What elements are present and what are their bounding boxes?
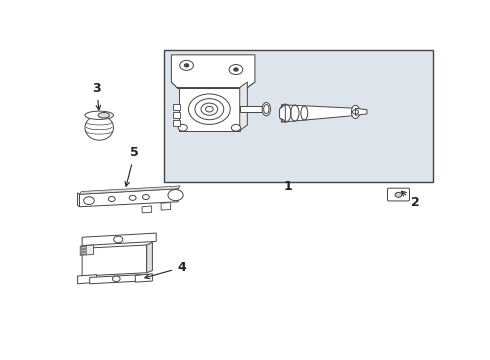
Circle shape bbox=[143, 194, 149, 199]
Bar bbox=[172, 120, 180, 126]
Text: 2: 2 bbox=[401, 191, 419, 209]
Bar bbox=[172, 112, 180, 118]
Polygon shape bbox=[356, 108, 367, 115]
Circle shape bbox=[168, 190, 183, 201]
Polygon shape bbox=[179, 87, 240, 131]
Circle shape bbox=[184, 64, 189, 67]
Polygon shape bbox=[240, 82, 247, 131]
Polygon shape bbox=[77, 275, 97, 284]
Polygon shape bbox=[240, 105, 267, 112]
Circle shape bbox=[129, 195, 136, 201]
Polygon shape bbox=[90, 275, 141, 284]
Ellipse shape bbox=[98, 112, 109, 118]
Circle shape bbox=[229, 64, 243, 75]
Circle shape bbox=[108, 197, 115, 202]
Circle shape bbox=[113, 276, 120, 282]
Polygon shape bbox=[79, 186, 180, 194]
Text: 4: 4 bbox=[145, 261, 186, 279]
Circle shape bbox=[178, 125, 187, 131]
Ellipse shape bbox=[85, 115, 114, 140]
Circle shape bbox=[84, 197, 94, 204]
Bar bbox=[81, 249, 86, 251]
Bar bbox=[164, 50, 433, 182]
Polygon shape bbox=[80, 245, 94, 255]
Circle shape bbox=[180, 60, 194, 70]
Text: 1: 1 bbox=[284, 180, 293, 193]
Bar bbox=[81, 252, 86, 254]
Bar bbox=[172, 104, 180, 110]
Polygon shape bbox=[79, 189, 178, 207]
Polygon shape bbox=[135, 274, 152, 282]
Polygon shape bbox=[77, 193, 79, 207]
Bar bbox=[81, 246, 86, 248]
Polygon shape bbox=[82, 233, 156, 246]
FancyBboxPatch shape bbox=[388, 188, 410, 201]
Polygon shape bbox=[280, 105, 285, 121]
Polygon shape bbox=[161, 203, 171, 210]
Circle shape bbox=[231, 125, 241, 131]
Polygon shape bbox=[142, 206, 151, 213]
Ellipse shape bbox=[85, 111, 114, 120]
Circle shape bbox=[189, 94, 230, 125]
Circle shape bbox=[395, 192, 402, 197]
Polygon shape bbox=[82, 245, 147, 276]
Ellipse shape bbox=[262, 103, 270, 116]
Polygon shape bbox=[172, 55, 255, 87]
Text: 5: 5 bbox=[125, 146, 139, 186]
Polygon shape bbox=[147, 242, 152, 273]
Circle shape bbox=[114, 236, 123, 243]
Text: 3: 3 bbox=[93, 82, 101, 110]
Ellipse shape bbox=[351, 105, 360, 118]
Circle shape bbox=[234, 68, 238, 71]
Polygon shape bbox=[281, 105, 358, 122]
